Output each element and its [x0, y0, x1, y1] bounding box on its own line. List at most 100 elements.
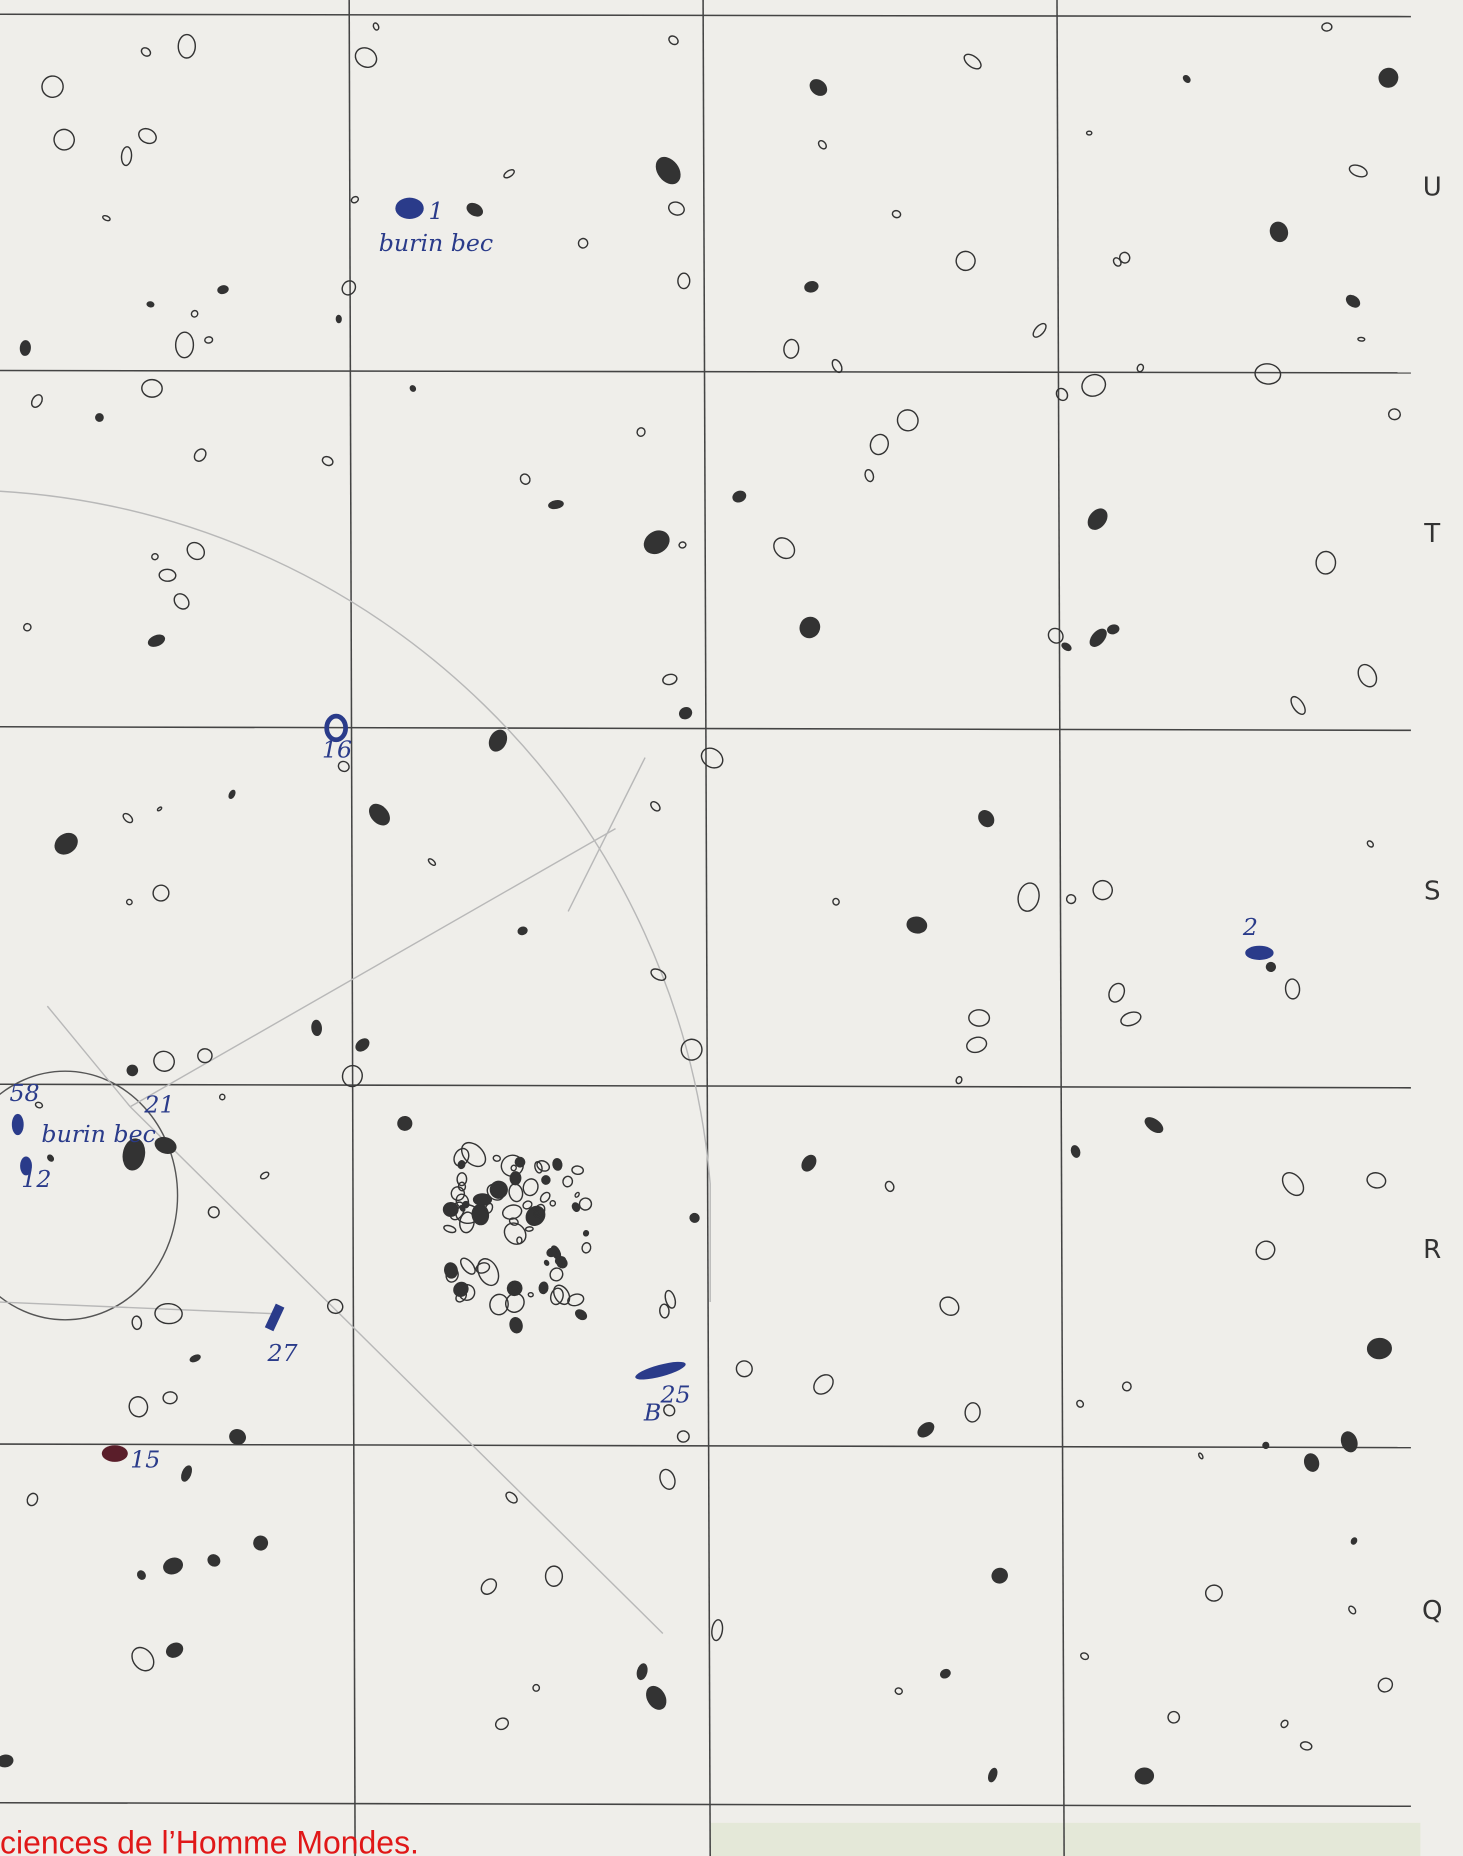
- debris-piece: [662, 673, 678, 686]
- debris-piece: [484, 1202, 494, 1214]
- debris-piece: [369, 803, 390, 826]
- debris-piece: [896, 409, 919, 432]
- debris-piece: [1182, 74, 1191, 83]
- debris-piece: [668, 35, 679, 46]
- debris-piece: [1366, 840, 1375, 848]
- debris-piece: [122, 1138, 146, 1171]
- debris-piece: [987, 1767, 998, 1783]
- debris-piece: [546, 1247, 557, 1258]
- debris-piece: [1340, 1431, 1358, 1453]
- debris-piece: [552, 1158, 563, 1171]
- debris-piece: [444, 1262, 458, 1279]
- debris-piece: [510, 1164, 517, 1172]
- annotation: B: [643, 1398, 661, 1426]
- debris-piece: [554, 1255, 567, 1266]
- annotation: 15: [130, 1446, 160, 1474]
- debris-piece: [259, 1171, 270, 1180]
- debris-piece: [54, 832, 78, 855]
- debris-piece: [1136, 363, 1145, 373]
- debris-piece: [128, 1396, 149, 1418]
- debris-piece: [1281, 1171, 1305, 1197]
- debris-piece: [735, 1360, 753, 1378]
- grid-line: [0, 1083, 1411, 1089]
- debris-piece: [773, 537, 796, 560]
- debris-piece: [125, 898, 133, 906]
- debris-piece: [884, 1180, 895, 1193]
- debris-piece: [163, 1557, 183, 1575]
- debris-piece: [864, 468, 875, 483]
- debris-piece: [503, 1222, 527, 1245]
- annotation: 25: [659, 1381, 690, 1409]
- artifact: [1245, 945, 1274, 960]
- survey-line: [129, 1106, 664, 1634]
- debris-piece: [636, 427, 646, 437]
- debris-piece: [47, 1154, 55, 1162]
- debris-piece: [41, 75, 64, 98]
- survey-lines: [0, 490, 711, 1634]
- debris-piece: [1198, 1452, 1204, 1460]
- debris-piece: [1377, 1677, 1394, 1693]
- artifact: [395, 197, 424, 219]
- debris-piece: [449, 1201, 465, 1221]
- debris-piece: [799, 616, 821, 639]
- annotation: 2: [1242, 913, 1258, 941]
- debris-piece: [906, 916, 928, 934]
- debris-piece: [643, 530, 670, 555]
- debris-piece: [1070, 1145, 1081, 1158]
- debris-piece: [1076, 1399, 1085, 1408]
- debris-piece: [549, 1200, 557, 1207]
- debris-piece: [678, 706, 693, 720]
- debris-piece: [831, 358, 843, 374]
- debris: [0, 22, 1401, 1785]
- debris-piece: [102, 214, 111, 222]
- debris-piece: [539, 1191, 551, 1203]
- annotation: 58: [9, 1079, 39, 1107]
- debris-piece: [532, 1683, 541, 1692]
- survey-line: [0, 1301, 279, 1315]
- grid-line: [702, 0, 711, 1856]
- debris-piece: [1265, 961, 1276, 973]
- debris-piece: [508, 1183, 524, 1203]
- debris-piece: [511, 1283, 520, 1292]
- debris-piece: [503, 169, 515, 179]
- debris-piece: [966, 1036, 988, 1054]
- debris-piece: [809, 79, 828, 96]
- debris-piece: [228, 789, 236, 800]
- debris-piece: [509, 1171, 522, 1186]
- debris-piece: [326, 1298, 344, 1315]
- debris-piece: [1366, 1172, 1387, 1189]
- debris-piece: [173, 593, 190, 610]
- debris-piece: [1280, 1719, 1289, 1729]
- debris-piece: [154, 1302, 183, 1325]
- debris-piece: [1144, 1117, 1164, 1134]
- debris-piece: [1120, 1011, 1142, 1027]
- debris-piece: [30, 394, 43, 408]
- debris-piece: [141, 378, 163, 398]
- debris-piece: [536, 1160, 551, 1172]
- debris-piece: [541, 1175, 551, 1185]
- debris-piece: [1107, 624, 1120, 635]
- debris-piece: [186, 541, 206, 561]
- debris-piece: [147, 634, 166, 647]
- debris-piece: [489, 1293, 509, 1316]
- row-label: R: [1423, 1235, 1441, 1265]
- debris-piece: [136, 1570, 146, 1580]
- debris-piece: [549, 1287, 564, 1306]
- debris-piece: [650, 801, 661, 812]
- debris-piece: [460, 1257, 476, 1275]
- annotation: burin bec: [41, 1120, 155, 1148]
- survey-line: [46, 1005, 131, 1108]
- debris-piece: [917, 1422, 935, 1438]
- debris-piece: [337, 760, 350, 773]
- artifact: [101, 1445, 128, 1462]
- artifact: [324, 713, 348, 743]
- debris-piece: [427, 858, 437, 867]
- debris-piece: [480, 1578, 498, 1595]
- debris-piece: [940, 1668, 951, 1679]
- debris-piece: [955, 250, 976, 272]
- row-label: Q: [1422, 1596, 1443, 1626]
- debris-piece: [181, 1465, 193, 1482]
- grid-line: [0, 369, 1411, 374]
